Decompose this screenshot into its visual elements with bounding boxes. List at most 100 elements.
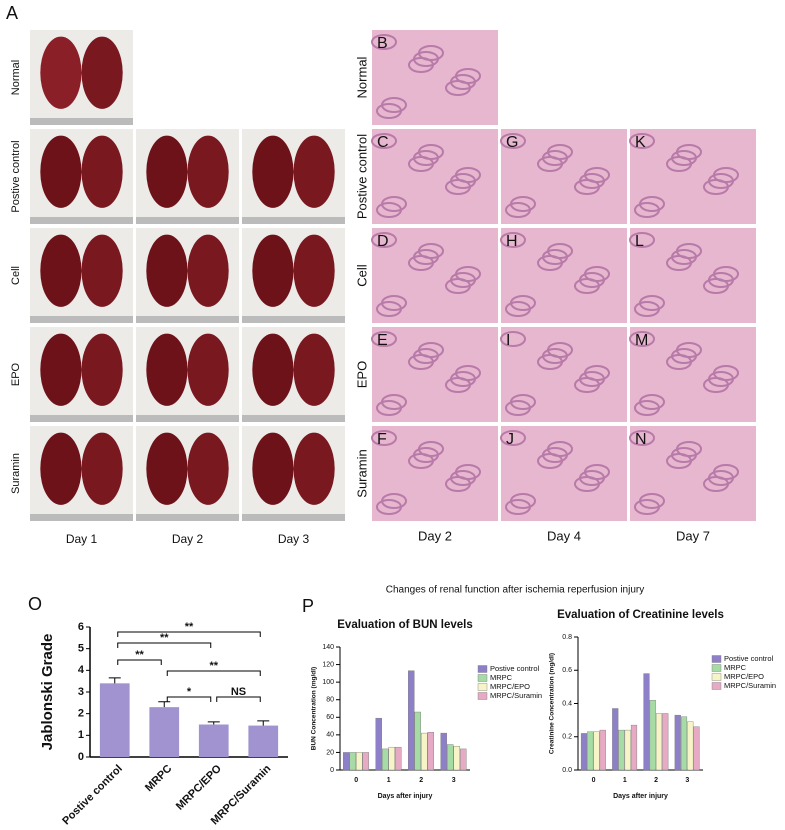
bar	[662, 713, 669, 771]
kidney	[40, 36, 82, 109]
panel-label: A	[6, 3, 18, 23]
bar	[612, 708, 619, 771]
legend-swatch	[711, 673, 722, 681]
legend-swatch	[477, 665, 488, 673]
kidney	[293, 234, 335, 307]
tissue	[584, 167, 610, 183]
y-axis-label: Creatinine Concentration (mg/dl)	[549, 653, 556, 754]
kidney	[40, 333, 82, 406]
bar	[618, 729, 625, 771]
bar	[248, 725, 279, 757]
panel-label: P	[302, 596, 314, 616]
significance-bracket	[166, 670, 261, 676]
y-tick-label: 120	[322, 661, 334, 668]
legend-label: MRPC/Suramin	[724, 681, 776, 690]
bar	[580, 733, 588, 771]
x-tick-label: MRPC	[143, 763, 174, 794]
ruler	[136, 415, 239, 422]
legend-label: Postive control	[724, 654, 774, 663]
kidney	[146, 234, 188, 307]
kidney	[293, 135, 335, 208]
ruler	[136, 316, 239, 323]
tissue	[455, 266, 481, 282]
x-tick-label: Postive control	[60, 763, 125, 828]
panel-label: N	[635, 431, 647, 448]
tissue	[455, 464, 481, 480]
y-tick-label: 0.4	[562, 700, 572, 707]
panel-label: E	[377, 332, 388, 349]
kidney	[40, 234, 82, 307]
significance-bracket	[117, 642, 212, 648]
tissue	[418, 342, 444, 358]
tissue	[629, 331, 655, 347]
bar	[349, 752, 356, 771]
kidney	[81, 234, 123, 307]
bar	[643, 673, 650, 771]
significance-label: NS	[231, 686, 246, 698]
bar	[649, 699, 656, 771]
kidney	[81, 135, 123, 208]
tissue	[547, 342, 573, 358]
y-tick-label: 6	[78, 621, 84, 633]
tissue	[639, 295, 665, 311]
y-tick-label: 80	[326, 697, 334, 704]
bar	[408, 670, 415, 771]
y-axis-label: BUN Concentration (mg/dl)	[311, 667, 318, 750]
legend-label: Postive control	[490, 664, 540, 673]
panel-label: H	[506, 233, 518, 250]
row-label: Normal	[10, 60, 22, 95]
tissue	[584, 365, 610, 381]
tissue	[510, 295, 536, 311]
bar	[343, 752, 350, 771]
tissue	[381, 196, 407, 212]
bar	[414, 711, 421, 771]
y-tick-label: 0.6	[562, 667, 572, 674]
bar	[375, 717, 382, 771]
kidney	[187, 333, 229, 406]
ruler	[30, 316, 133, 323]
column-label: Day 7	[676, 528, 710, 543]
kidney	[81, 432, 123, 505]
legend-label: MRPC/EPO	[490, 682, 530, 691]
kidney	[293, 432, 335, 505]
tissue	[639, 493, 665, 509]
legend-label: MRPC/EPO	[724, 672, 764, 681]
bar	[362, 752, 369, 771]
x-axis-label: Days after injury	[378, 793, 433, 800]
x-tick-label: MRPC/EPO	[174, 762, 224, 812]
y-tick-label: 140	[322, 644, 334, 651]
kidney	[81, 36, 123, 109]
x-tick-label: 0	[354, 777, 358, 784]
panel-label: M	[635, 332, 648, 349]
row-label: Suramin	[354, 449, 369, 497]
kidney	[187, 432, 229, 505]
bar	[630, 724, 638, 771]
x-tick-label: 2	[654, 777, 658, 784]
significance-label: **	[160, 632, 169, 644]
row-label: Postive control	[10, 140, 22, 212]
row-label: Cell	[10, 266, 22, 285]
significance-bracket	[117, 631, 261, 637]
tissue	[455, 68, 481, 84]
tissue	[371, 430, 397, 446]
figure-title: Changes of renal function after ischemia…	[386, 585, 644, 596]
y-axis-label: Jablonski Grade	[39, 634, 56, 751]
significance-bracket	[166, 696, 212, 702]
bar	[680, 716, 688, 771]
tissue	[713, 365, 739, 381]
bar	[99, 683, 130, 757]
tissue	[418, 243, 444, 259]
tissue	[676, 342, 702, 358]
legend-label: MRPC	[490, 673, 513, 682]
bar	[356, 752, 363, 771]
y-tick-label: 0.2	[562, 734, 572, 741]
legend-label: MRPC/Suramin	[490, 691, 542, 700]
tissue	[676, 144, 702, 160]
y-tick-label: 60	[326, 714, 334, 721]
column-label: Day 2	[418, 528, 452, 543]
legend-swatch	[477, 674, 488, 682]
significance-label: **	[185, 621, 194, 633]
legend-swatch	[711, 655, 722, 663]
tissue	[584, 266, 610, 282]
panel-label: I	[506, 332, 510, 349]
